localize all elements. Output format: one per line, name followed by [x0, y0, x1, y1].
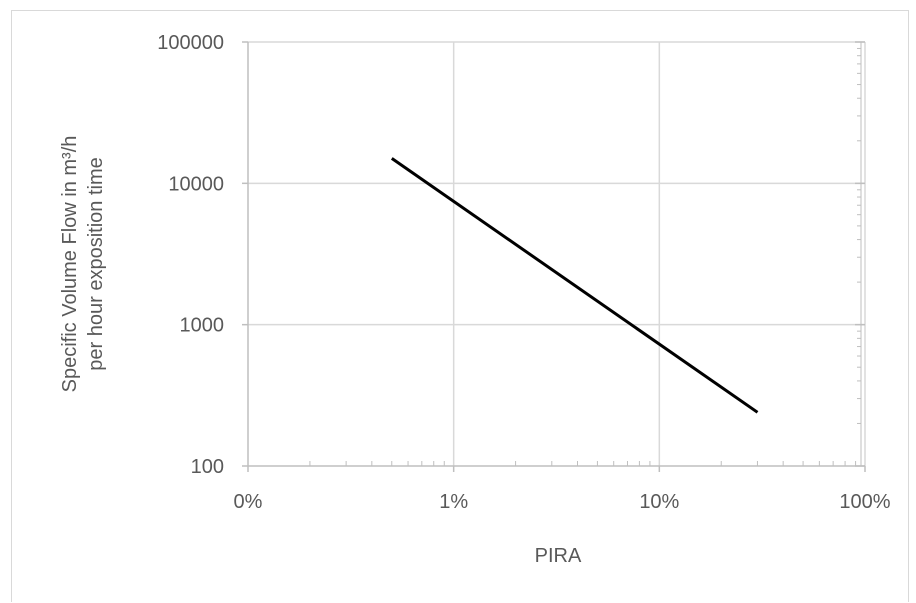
x-tick-label: 0%	[234, 491, 263, 513]
y-axis-title-line-1: Specific Volume Flow in m³/h	[59, 136, 81, 393]
y-axis-title: Specific Volume Flow in m³/h per hour ex…	[59, 136, 107, 393]
series-line	[390, 157, 759, 414]
grid-lines	[248, 41, 866, 466]
tick-labels: 0% 1% 10% 100% 100 1000 10000 100000	[157, 32, 891, 513]
y-tick-label: 100000	[157, 32, 224, 54]
y-tick-label: 10000	[168, 173, 224, 195]
chart-area	[11, 10, 909, 602]
x-tick-label: 1%	[439, 491, 468, 513]
y-tick-label: 1000	[180, 315, 225, 337]
x-tick-label: 100%	[839, 491, 890, 513]
axes	[242, 41, 866, 472]
y-axis-title-line-2: per hour exposition time	[85, 157, 107, 370]
series-layer	[390, 157, 759, 414]
x-tick-label: 10%	[639, 491, 679, 513]
x-axis-title: PIRA	[535, 545, 582, 567]
y-tick-label: 100	[191, 456, 224, 478]
